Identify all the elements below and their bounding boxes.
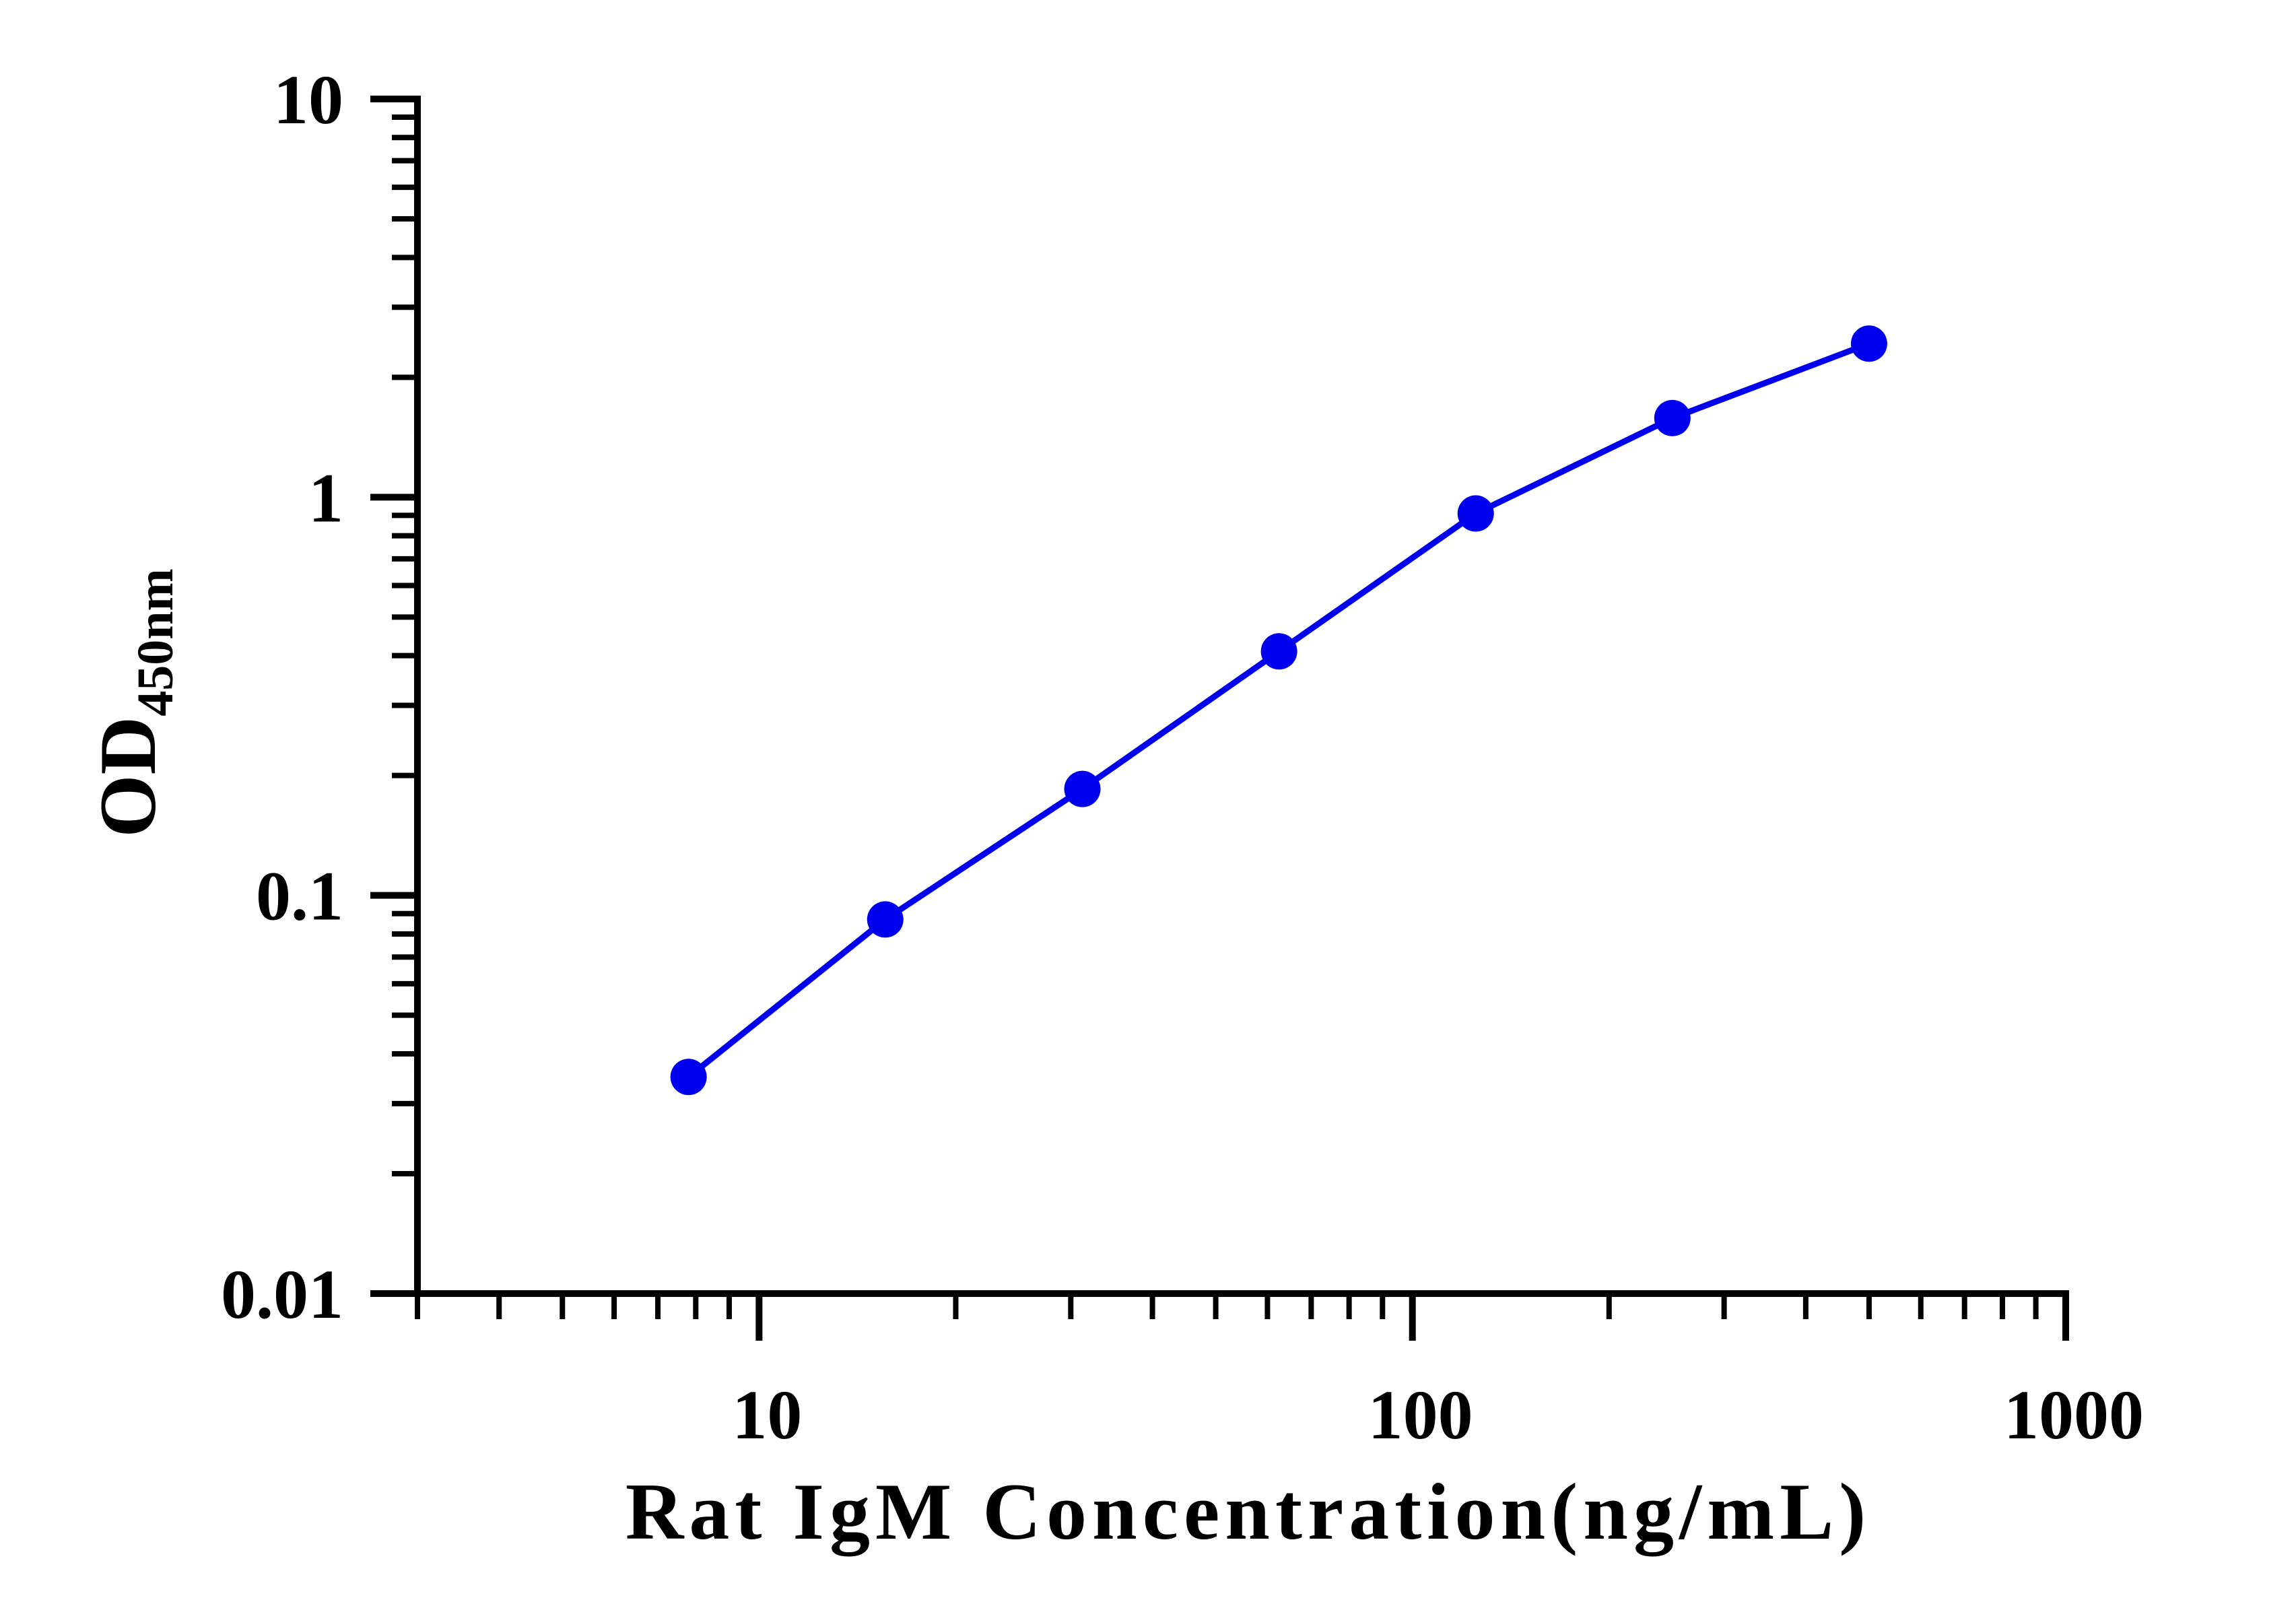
- y-axis-title: OD450nm: [83, 568, 184, 838]
- y-tick-label: 0.1: [256, 858, 343, 935]
- data-point: [867, 901, 904, 938]
- data-point: [1064, 770, 1101, 807]
- x-ticks: 10 100 1000: [415, 1294, 2144, 1454]
- data-point: [670, 1059, 707, 1096]
- y-axis-title-main: OD: [83, 716, 172, 838]
- y-tick-label: 1: [308, 459, 343, 537]
- data-point: [1457, 495, 1494, 532]
- plot-area: [670, 325, 1887, 1096]
- data-point: [1850, 325, 1887, 362]
- y-axis-title-subscript: 450nm: [127, 568, 184, 716]
- data-point: [1654, 399, 1691, 436]
- x-axis-title: Rat IgM Concentration(ng/mL): [626, 1467, 1872, 1557]
- x-tick-label: 1000: [2004, 1376, 2144, 1454]
- x-tick-label: 100: [1368, 1376, 1473, 1454]
- y-tick-label: 0.01: [221, 1256, 343, 1333]
- series-line: [686, 341, 1870, 1079]
- data-point: [1260, 633, 1297, 670]
- x-tick-label: 10: [732, 1376, 802, 1454]
- y-ticks: 0.01 0.1 1 10: [221, 61, 417, 1333]
- axes: 0.01 0.1 1 10 10 100 1000: [221, 61, 2144, 1454]
- y-tick-label: 10: [273, 61, 343, 139]
